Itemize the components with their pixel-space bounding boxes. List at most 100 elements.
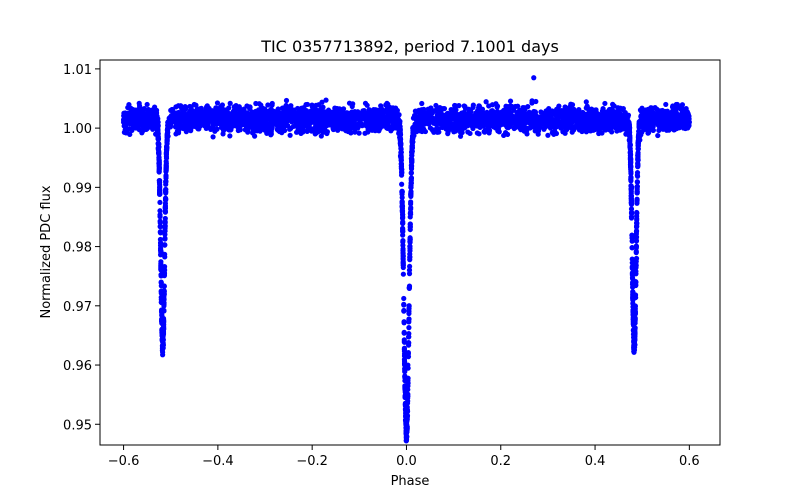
data-point — [291, 107, 296, 112]
data-point — [131, 113, 136, 118]
data-point — [631, 315, 636, 320]
data-point — [627, 133, 632, 138]
data-point — [663, 109, 668, 114]
data-point — [164, 145, 169, 150]
data-point — [462, 125, 467, 130]
data-point — [607, 115, 612, 120]
data-point — [346, 129, 351, 134]
data-point — [402, 339, 407, 344]
data-point — [395, 118, 400, 123]
data-point — [231, 122, 236, 127]
data-point — [445, 129, 450, 134]
data-point — [447, 116, 452, 121]
data-point — [407, 239, 412, 244]
data-point — [159, 250, 164, 255]
data-point — [465, 129, 470, 134]
data-point — [629, 235, 634, 240]
data-point — [498, 120, 503, 125]
data-point — [628, 157, 633, 162]
data-point — [657, 125, 662, 130]
data-point — [161, 303, 166, 308]
data-point — [288, 133, 293, 138]
data-point — [504, 120, 509, 125]
data-point — [393, 105, 398, 110]
data-point — [407, 244, 412, 249]
data-point — [156, 141, 161, 146]
x-tick-label: 0.6 — [679, 454, 700, 469]
data-point — [318, 115, 323, 120]
data-point — [384, 124, 389, 129]
data-point — [520, 108, 525, 113]
y-axis-label: Normalized PDC flux — [39, 185, 54, 318]
data-point — [162, 283, 167, 288]
data-point — [409, 157, 414, 162]
data-point — [408, 199, 413, 204]
data-point — [529, 98, 534, 103]
data-point — [520, 114, 525, 119]
data-point — [527, 125, 532, 130]
x-tick-label: −0.2 — [296, 454, 328, 469]
data-point — [405, 383, 410, 388]
data-point — [406, 334, 411, 339]
data-point — [133, 125, 138, 130]
data-point — [626, 120, 631, 125]
data-point — [392, 113, 397, 118]
data-point — [162, 243, 167, 248]
data-point — [148, 123, 153, 128]
data-point — [632, 329, 637, 334]
data-point — [404, 428, 409, 433]
data-point — [584, 99, 589, 104]
data-point — [545, 133, 550, 138]
data-point — [411, 131, 416, 136]
data-point — [409, 181, 414, 186]
data-point — [458, 134, 463, 139]
data-point — [596, 125, 601, 130]
data-point — [419, 101, 424, 106]
data-point — [463, 106, 468, 111]
data-point — [163, 173, 168, 178]
data-point — [177, 122, 182, 127]
data-point — [228, 101, 233, 106]
data-point — [609, 106, 614, 111]
x-tick-label: −0.4 — [202, 454, 234, 469]
data-point — [603, 127, 608, 132]
data-point — [401, 256, 406, 261]
data-point — [406, 311, 411, 316]
data-point — [625, 115, 630, 120]
data-point — [165, 131, 170, 136]
data-point — [632, 345, 637, 350]
data-point — [298, 131, 303, 136]
data-point — [162, 268, 167, 273]
data-point — [176, 110, 181, 115]
data-point — [634, 256, 639, 261]
data-point — [407, 268, 412, 273]
data-point — [553, 113, 558, 118]
data-point — [158, 272, 163, 277]
data-point — [635, 190, 640, 195]
data-point — [357, 114, 362, 119]
data-point — [404, 434, 409, 439]
data-point — [600, 108, 605, 113]
data-point — [573, 124, 578, 129]
data-point — [602, 101, 607, 106]
data-point — [138, 116, 143, 121]
data-point — [463, 115, 468, 120]
data-point — [645, 125, 650, 130]
data-point — [332, 105, 337, 110]
data-point — [367, 107, 372, 112]
data-point — [284, 98, 289, 103]
data-point — [228, 127, 233, 132]
data-point — [122, 130, 127, 135]
data-point — [288, 126, 293, 131]
data-point — [634, 250, 639, 255]
data-point — [406, 303, 411, 308]
data-point — [675, 102, 680, 107]
chart: −0.6 −0.4 −0.2 0.0 0.2 0.4 0.6 0.950.960.970.9… — [0, 0, 800, 500]
data-point — [233, 110, 238, 115]
data-point — [400, 250, 405, 255]
data-point — [479, 109, 484, 114]
data-point — [160, 339, 165, 344]
data-point — [410, 139, 415, 144]
data-point — [408, 224, 413, 229]
data-point — [405, 362, 410, 367]
